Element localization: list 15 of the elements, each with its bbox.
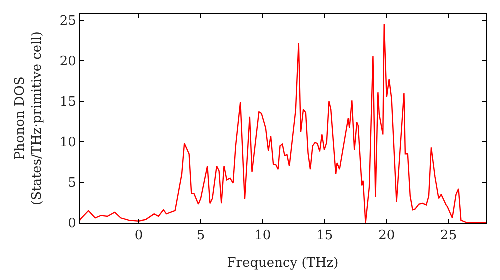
x-tick-label: 10 <box>254 228 272 244</box>
y-tick-label: 20 <box>60 54 76 70</box>
x-axis-title: Frequency (THz) <box>227 256 339 272</box>
y-tick-label: 25 <box>60 14 76 30</box>
x-tick-label: 5 <box>196 228 206 244</box>
x-tick-label: 0 <box>134 228 144 244</box>
y-tick-label: 15 <box>60 95 76 110</box>
line-series <box>80 24 486 223</box>
x-tick-label: 25 <box>440 228 458 244</box>
x-tick-label: 15 <box>316 228 334 244</box>
y-axis-title: Phonon DOS (States/THz·primitive cell) <box>12 31 45 206</box>
y-tick-label: 0 <box>68 216 76 232</box>
y-tick-label: 10 <box>60 136 76 151</box>
x-tick-label: 20 <box>378 228 396 244</box>
y-tick-label: 5 <box>68 176 76 192</box>
